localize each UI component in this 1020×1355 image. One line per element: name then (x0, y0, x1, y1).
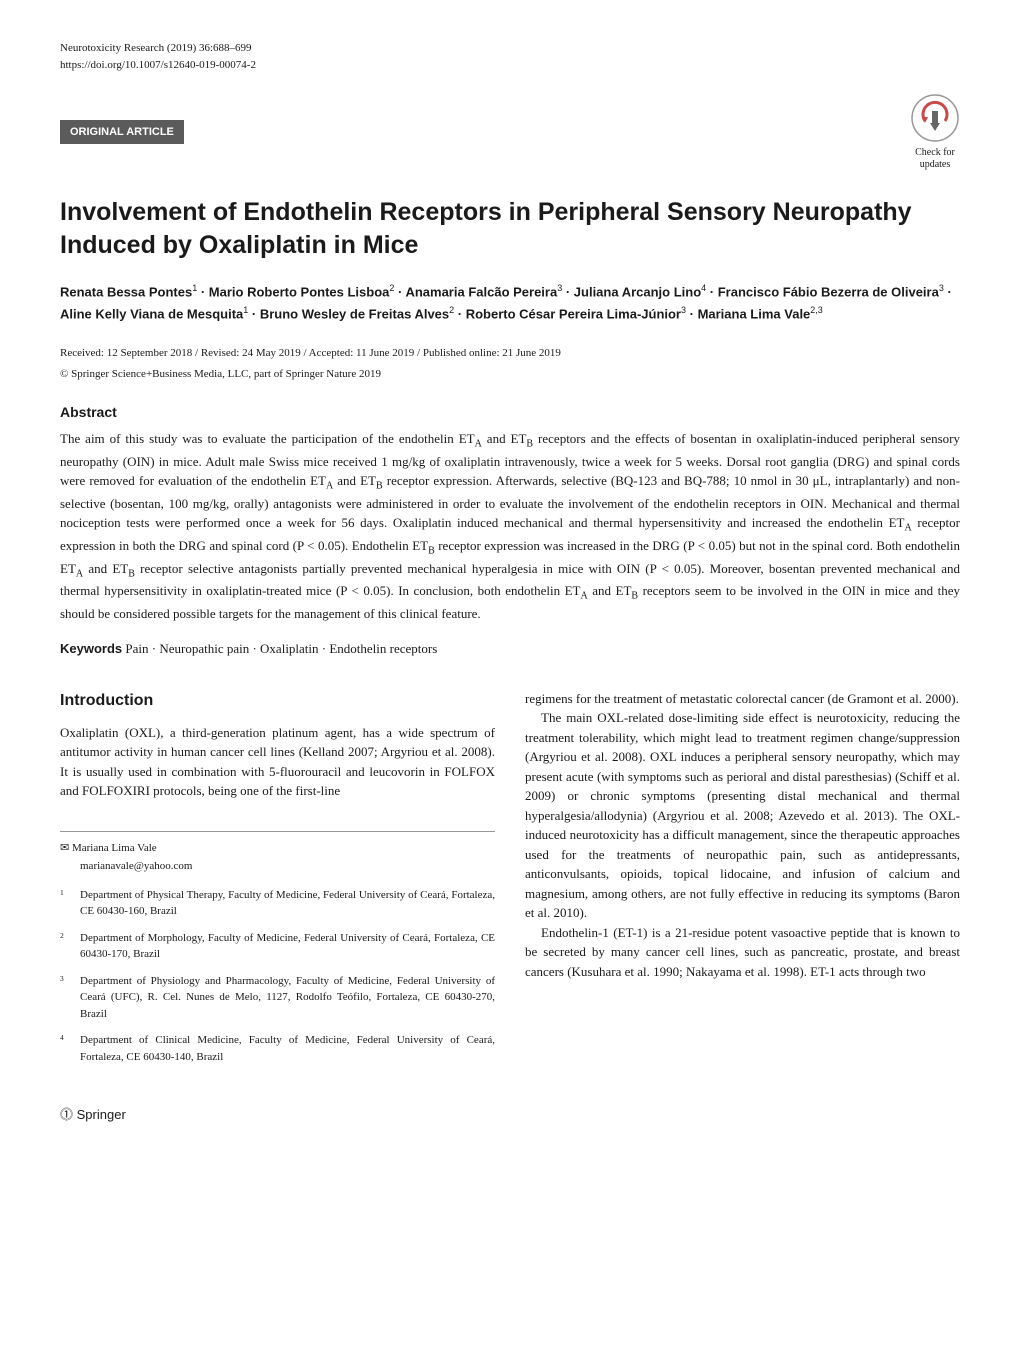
keywords-label: Keywords (60, 641, 122, 656)
keywords-row: Keywords Pain · Neuropathic pain · Oxali… (60, 639, 960, 659)
article-title: Involvement of Endothelin Receptors in P… (60, 196, 960, 261)
abstract-heading: Abstract (60, 402, 960, 423)
right-paragraph-3: Endothelin-1 (ET-1) is a 21-residue pote… (525, 923, 960, 982)
check-updates-widget[interactable]: Check for updates (910, 93, 960, 171)
copyright-notice: © Springer Science+Business Media, LLC, … (60, 366, 960, 383)
springer-icon: ⓵ (60, 1107, 73, 1122)
left-column: Introduction Oxaliplatin (OXL), a third-… (60, 689, 495, 1076)
mail-icon: ✉ (60, 842, 69, 854)
doi: https://doi.org/10.1007/s12640-019-00074… (60, 57, 256, 74)
authors-list: Renata Bessa Pontes1 · Mario Roberto Pon… (60, 281, 960, 325)
affiliation-item: 1Department of Physical Therapy, Faculty… (60, 887, 495, 920)
corresponding-name: Mariana Lima Vale (72, 842, 157, 854)
affiliation-item: 4Department of Clinical Medicine, Facult… (60, 1032, 495, 1065)
right-paragraph-1: regimens for the treatment of metastatic… (525, 689, 960, 709)
introduction-heading: Introduction (60, 689, 495, 713)
affiliations-list: 1Department of Physical Therapy, Faculty… (60, 887, 495, 1066)
affiliation-number: 4 (60, 1032, 80, 1065)
corresponding-email: marianavale@yahoo.com (60, 858, 495, 875)
publisher-logo: ⓵ Springer (60, 1105, 126, 1125)
header-meta: Neurotoxicity Research (2019) 36:688–699… (60, 40, 960, 73)
keywords-list: Pain · Neuropathic pain · Oxaliplatin · … (125, 641, 437, 656)
journal-reference: Neurotoxicity Research (2019) 36:688–699 (60, 40, 256, 57)
check-updates-line1: Check for (910, 147, 960, 159)
affiliation-text: Department of Clinical Medicine, Faculty… (80, 1032, 495, 1065)
affiliation-text: Department of Physical Therapy, Faculty … (80, 887, 495, 920)
affiliation-number: 1 (60, 887, 80, 920)
article-type-badge: ORIGINAL ARTICLE (60, 120, 184, 145)
body-columns: Introduction Oxaliplatin (OXL), a third-… (60, 689, 960, 1076)
page-footer: ⓵ Springer (60, 1105, 960, 1125)
publication-dates: Received: 12 September 2018 / Revised: 2… (60, 345, 960, 362)
corresponding-author-block: ✉ Mariana Lima Vale marianavale@yahoo.co… (60, 831, 495, 1066)
intro-paragraph-1: Oxaliplatin (OXL), a third-generation pl… (60, 723, 495, 801)
check-updates-icon (910, 93, 960, 143)
right-paragraph-2: The main OXL-related dose-limiting side … (525, 708, 960, 923)
article-type-row: ORIGINAL ARTICLE Check for updates (60, 93, 960, 171)
abstract-text: The aim of this study was to evaluate th… (60, 429, 960, 623)
affiliation-number: 2 (60, 930, 80, 963)
affiliation-text: Department of Physiology and Pharmacolog… (80, 973, 495, 1023)
corresponding-author-name: ✉ Mariana Lima Vale (60, 840, 495, 857)
check-updates-line2: updates (910, 159, 960, 171)
right-column: regimens for the treatment of metastatic… (525, 689, 960, 1076)
affiliation-item: 3Department of Physiology and Pharmacolo… (60, 973, 495, 1023)
affiliation-text: Department of Morphology, Faculty of Med… (80, 930, 495, 963)
affiliation-item: 2Department of Morphology, Faculty of Me… (60, 930, 495, 963)
publisher-name: Springer (77, 1107, 126, 1122)
affiliation-number: 3 (60, 973, 80, 1023)
